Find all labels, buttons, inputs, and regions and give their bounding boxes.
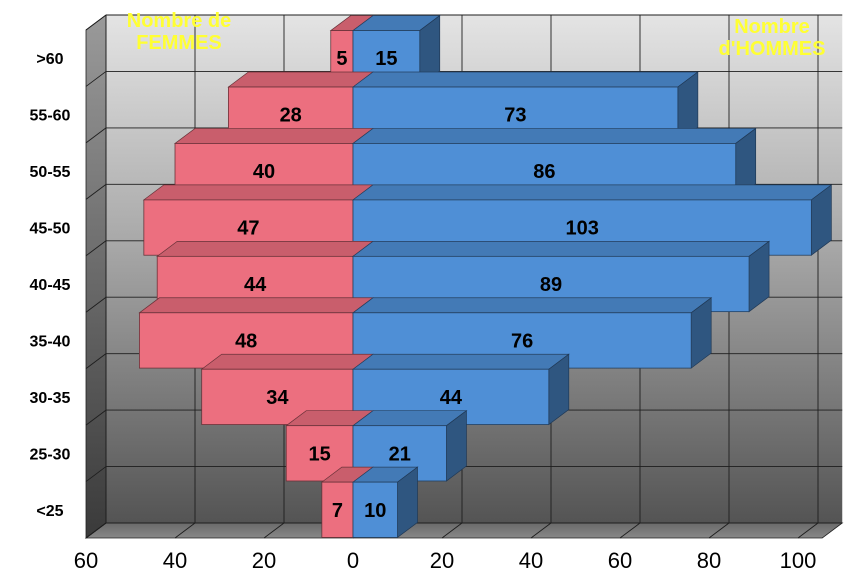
floor-gridline	[441, 522, 463, 539]
category-label: 35-40	[30, 333, 71, 350]
data-label: 44	[440, 387, 463, 409]
category-label: >60	[36, 51, 63, 68]
bar-top-face	[351, 71, 699, 88]
data-label: 10	[364, 500, 386, 522]
side-gridline	[85, 14, 107, 31]
side-gridline	[85, 71, 107, 87]
x-tick-label: 20	[252, 548, 276, 573]
data-label: 40	[253, 161, 275, 183]
bar-top-face	[351, 353, 570, 370]
x-tick-label: 40	[163, 548, 187, 573]
data-label: 15	[375, 48, 397, 70]
side-gridline	[85, 296, 107, 313]
bar-men-8	[352, 481, 398, 538]
bar-top-face	[156, 240, 375, 257]
women-title-line1: Nombre de	[126, 10, 232, 32]
category-label: <25	[36, 503, 63, 520]
category-label: 55-60	[30, 108, 71, 125]
category-label: 40-45	[30, 277, 71, 294]
x-tick-label: 60	[74, 548, 98, 573]
floor	[84, 522, 844, 539]
bar-women-8	[321, 481, 354, 538]
axis-labels: >60 55-60 50-55 45-50 40-45 35-40 30-35 25-30 <2…	[30, 51, 817, 573]
data-labels: 5 15 28 73 40 86 47 103 44 89 48 76 34 44 15 21 7 10	[235, 48, 599, 522]
floor-gridline	[530, 522, 552, 539]
data-label: 103	[565, 218, 598, 240]
bar-top-face	[351, 128, 757, 144]
men-title-line2: d'HOMMES	[718, 38, 826, 60]
category-label: 30-35	[30, 390, 71, 407]
bar-top-face	[351, 184, 833, 201]
floor-gridline	[619, 522, 641, 539]
bars	[138, 14, 833, 539]
women-series-title: Nombre de FEMMES	[104, 10, 254, 54]
category-label: 25-30	[30, 446, 71, 463]
category-label: 45-50	[30, 221, 71, 238]
side-gridline	[85, 127, 107, 144]
side-gridline	[85, 240, 107, 257]
bar-top-face	[142, 184, 375, 201]
floor-gridline	[708, 522, 730, 539]
bar-top-face	[200, 353, 375, 370]
data-label: 5	[336, 48, 347, 70]
floor-gridline	[174, 522, 196, 539]
men-series-title: Nombre d'HOMMES	[697, 16, 847, 60]
bar-top-face	[351, 240, 771, 257]
category-label: 50-55	[30, 164, 71, 181]
data-label: 73	[504, 105, 526, 127]
data-label: 34	[266, 387, 289, 409]
side-gridline	[85, 466, 107, 482]
data-label: 21	[389, 443, 411, 465]
data-label: 47	[237, 218, 259, 240]
data-label: 28	[280, 105, 302, 127]
side-gridline	[85, 409, 107, 426]
side-gridline	[85, 522, 107, 539]
x-tick-label: 40	[519, 548, 543, 573]
bar-top-face	[227, 71, 375, 88]
x-tick-label: 60	[608, 548, 632, 573]
floor-gridline	[797, 522, 819, 539]
x-tick-label: 80	[697, 548, 721, 573]
side-gridline	[85, 183, 107, 200]
men-title-line1: Nombre	[734, 16, 810, 38]
floor-gridline	[263, 522, 285, 539]
women-title-line2: FEMMES	[136, 32, 222, 54]
data-label: 44	[244, 274, 267, 296]
data-label: 76	[511, 330, 533, 352]
data-label: 7	[332, 500, 343, 522]
x-tick-label: 0	[347, 548, 359, 573]
bar-top-face	[351, 297, 713, 314]
bar-top-face	[138, 297, 375, 314]
data-label: 89	[540, 274, 562, 296]
x-tick-label: 20	[430, 548, 454, 573]
data-label: 86	[533, 161, 555, 183]
x-tick-label: 100	[780, 548, 817, 573]
bar-top-face	[173, 128, 375, 144]
side-wall	[85, 14, 107, 539]
data-label: 15	[309, 443, 331, 465]
data-label: 48	[235, 330, 257, 352]
side-gridline	[85, 353, 107, 370]
